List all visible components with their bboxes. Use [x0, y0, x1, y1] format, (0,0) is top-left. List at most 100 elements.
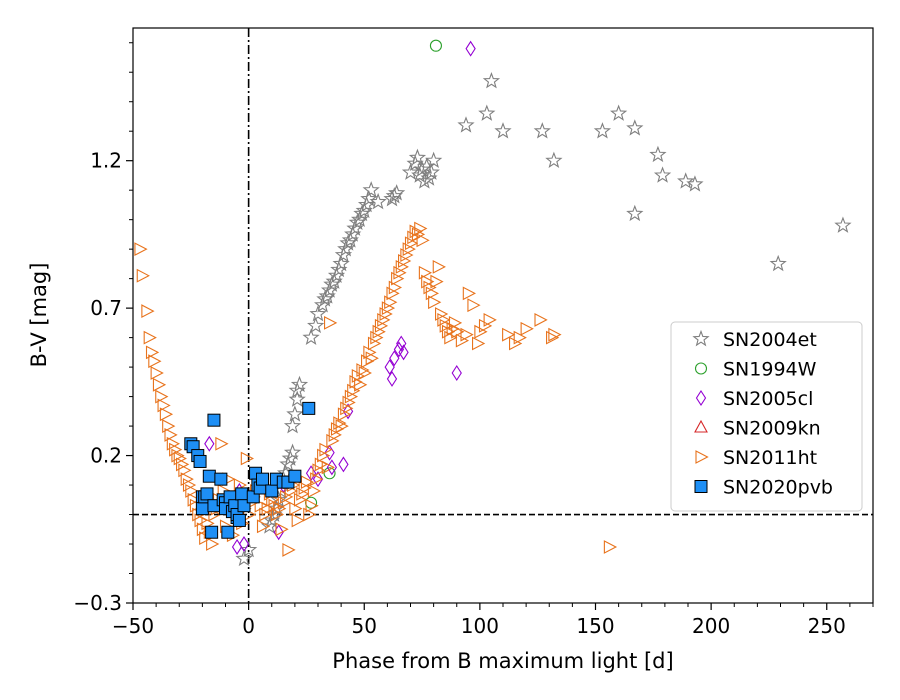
point-sn2011ht	[182, 478, 197, 492]
point-sn2011ht	[416, 233, 430, 248]
point-sn2011ht	[141, 304, 155, 318]
point-sn2011ht	[314, 457, 329, 472]
point-sn2020pvb	[207, 413, 221, 427]
point-sn2004et	[239, 540, 258, 558]
point-sn2004et	[545, 151, 563, 169]
point-sn2011ht	[400, 248, 414, 262]
point-sn2004et	[330, 260, 348, 278]
point-sn2004et	[420, 169, 438, 186]
point-sn2011ht	[377, 313, 391, 327]
legend-label-sn2004et: SN2004et	[723, 329, 817, 351]
point-sn2011ht	[344, 389, 359, 404]
point-sn2011ht	[455, 333, 470, 348]
point-sn2011ht	[354, 377, 368, 392]
point-sn2011ht	[312, 463, 326, 478]
point-sn2011ht	[159, 407, 174, 422]
point-sn2004et	[302, 328, 320, 345]
point-sn2011ht	[395, 259, 409, 274]
legend-label-sn2011ht: SN2011ht	[723, 447, 817, 469]
point-sn2011ht	[381, 301, 396, 316]
x-tick-label: 250	[808, 614, 846, 638]
x-tick-label: 200	[692, 614, 730, 638]
point-sn2011ht	[296, 486, 310, 501]
point-sn2004et	[288, 381, 306, 399]
point-sn2011ht	[388, 280, 403, 295]
point-sn2011ht	[303, 507, 317, 522]
point-sn2004et	[355, 201, 373, 219]
point-sn2011ht	[326, 433, 340, 448]
point-sn2011ht	[546, 330, 560, 345]
point-sn2011ht	[404, 236, 419, 251]
point-sn2011ht	[483, 313, 497, 327]
point-sn2011ht	[152, 377, 167, 392]
point-sn2005cl	[396, 335, 407, 352]
point-sn2004et	[286, 405, 304, 422]
y-tick-label: 0.2	[90, 444, 122, 468]
point-sn2011ht	[414, 221, 428, 236]
point-sn2011ht	[423, 280, 437, 295]
point-sn2011ht	[478, 318, 493, 333]
x-tick-label: −50	[112, 614, 154, 638]
point-sn2004et	[281, 449, 299, 466]
point-sn2011ht	[421, 274, 435, 289]
point-sn2004et	[288, 390, 306, 407]
point-sn2011ht	[240, 451, 255, 466]
point-sn2005cl	[386, 370, 398, 387]
point-sn2020pvb	[302, 401, 316, 415]
point-sn2020pvb	[195, 502, 209, 516]
point-sn2011ht	[150, 366, 164, 380]
point-sn2004et	[533, 122, 551, 139]
point-sn2011ht	[340, 401, 354, 416]
point-sn2011ht	[277, 495, 292, 510]
point-sn2004et	[457, 116, 475, 133]
legend-marker-sn2004et	[692, 329, 710, 347]
point-sn2004et	[424, 151, 443, 169]
point-sn2004et	[626, 119, 644, 136]
point-sn2004et	[334, 245, 353, 263]
point-sn2011ht	[270, 507, 285, 522]
point-sn2004et	[593, 122, 612, 139]
point-sn2011ht	[437, 313, 451, 327]
point-sn2011ht	[430, 274, 444, 289]
point-sn2004et	[283, 443, 302, 460]
point-sn2004et	[834, 216, 852, 233]
point-sn2020pvb	[205, 525, 219, 539]
legend-marker-sn1994w	[694, 362, 708, 375]
point-sn2011ht	[418, 265, 433, 280]
point-sn2011ht	[372, 324, 386, 339]
point-sn2020pvb	[193, 454, 207, 468]
point-sn2004et	[478, 104, 496, 121]
legend-frame	[670, 321, 863, 512]
point-sn2011ht	[162, 419, 176, 433]
point-sn2004et	[769, 254, 787, 272]
point-sn2011ht	[337, 407, 352, 422]
point-sn2011ht	[384, 295, 398, 310]
point-sn2011ht	[307, 484, 322, 498]
point-sn2004et	[337, 240, 355, 257]
data-points	[134, 39, 852, 567]
point-sn2005cl	[384, 359, 395, 376]
point-sn1994w	[323, 467, 336, 480]
point-sn2011ht	[176, 457, 190, 472]
point-sn2011ht	[448, 315, 463, 330]
point-sn2011ht	[259, 507, 273, 522]
legend-label-sn2020pvb: SN2020pvb	[723, 477, 833, 499]
legend-marker-sn2011ht	[695, 450, 709, 464]
point-sn2011ht	[548, 327, 562, 342]
point-sn2011ht	[324, 315, 338, 330]
x-tick-label: 50	[352, 614, 377, 638]
point-sn2011ht	[460, 327, 474, 342]
point-sn2011ht	[425, 286, 440, 301]
legend-marker-sn2009kn	[694, 419, 708, 433]
point-sn2011ht	[273, 501, 287, 516]
legend-label-sn2009kn: SN2009kn	[723, 418, 821, 440]
point-sn2011ht	[164, 428, 178, 442]
point-sn2011ht	[293, 492, 308, 507]
point-sn2011ht	[358, 366, 372, 380]
point-sn2004et	[357, 195, 376, 213]
point-sn2004et	[307, 316, 325, 334]
legend-label-sn1994w: SN1994W	[723, 359, 817, 381]
point-sn2011ht	[391, 271, 405, 286]
point-sn2011ht	[513, 330, 527, 345]
